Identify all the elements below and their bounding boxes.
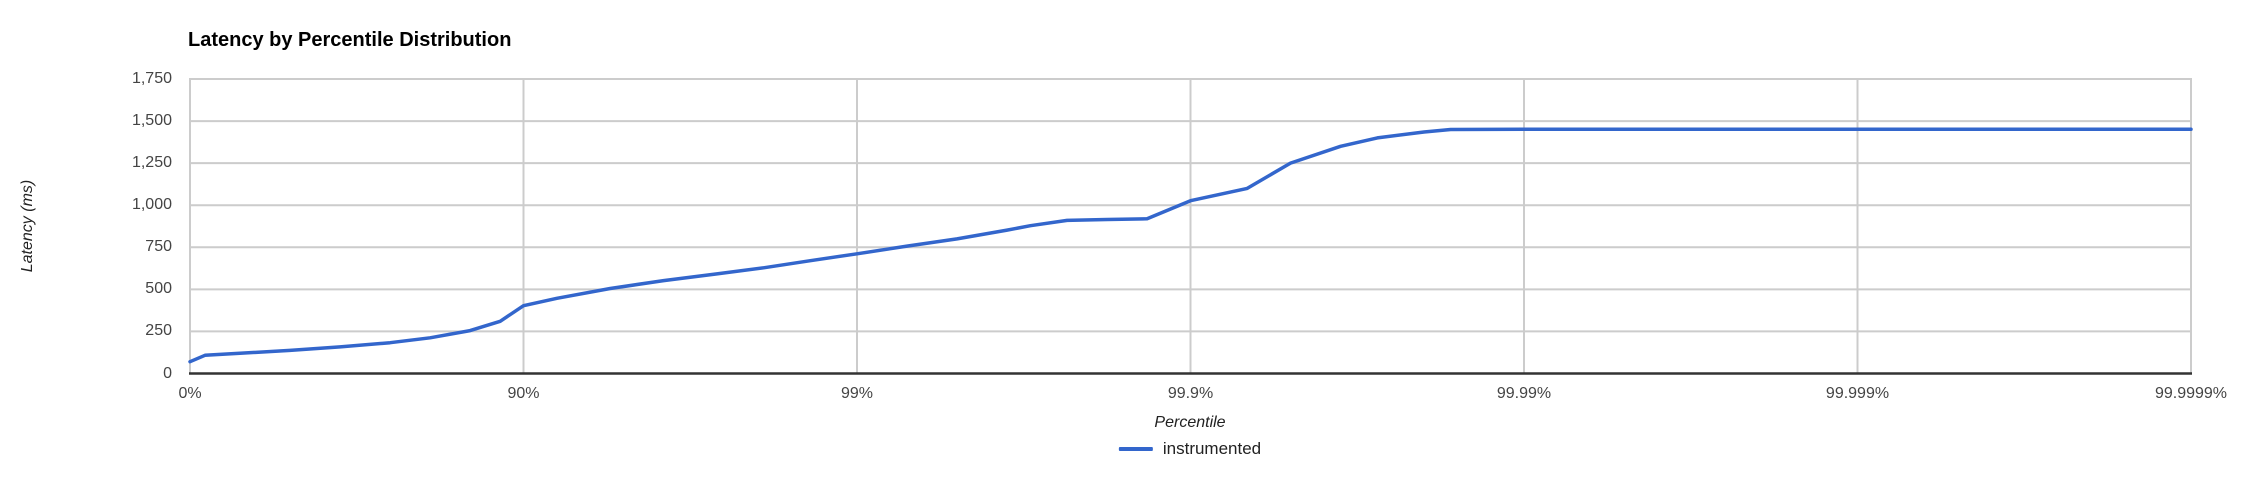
x-tick-label: 99.9% bbox=[1167, 385, 1214, 402]
chart-title: Latency by Percentile Distribution bbox=[188, 29, 512, 51]
vertical-gridlines bbox=[189, 79, 2192, 374]
y-tick-label: 500 bbox=[145, 280, 172, 298]
x-axis-title: Percentile bbox=[1154, 414, 1226, 431]
y-tick-label: 1,000 bbox=[131, 196, 172, 214]
x-tick-label: 99.999% bbox=[1825, 385, 1890, 402]
series-line-instrumented[interactable] bbox=[188, 127, 2193, 364]
y-tick-label: 0 bbox=[163, 364, 172, 382]
x-tick-label: 99.99% bbox=[1496, 385, 1552, 402]
y-tick-label: 1,750 bbox=[131, 70, 172, 87]
y-axis-title: Latency (ms) bbox=[19, 179, 36, 273]
legend-label: instrumented bbox=[1162, 439, 1262, 458]
legend[interactable]: instrumented bbox=[1118, 439, 1262, 459]
x-tick-label: 90% bbox=[507, 385, 540, 402]
legend-line-swatch bbox=[1118, 447, 1153, 451]
y-tick-label: 1,500 bbox=[131, 112, 172, 130]
x-tick-label: 99.9999% bbox=[2154, 385, 2228, 402]
x-tick-label: 99% bbox=[840, 385, 874, 402]
x-tick-label: 0% bbox=[178, 385, 202, 402]
y-tick-label: 1,250 bbox=[131, 154, 172, 172]
y-tick-label: 750 bbox=[145, 238, 172, 256]
y-tick-label: 250 bbox=[145, 322, 172, 340]
